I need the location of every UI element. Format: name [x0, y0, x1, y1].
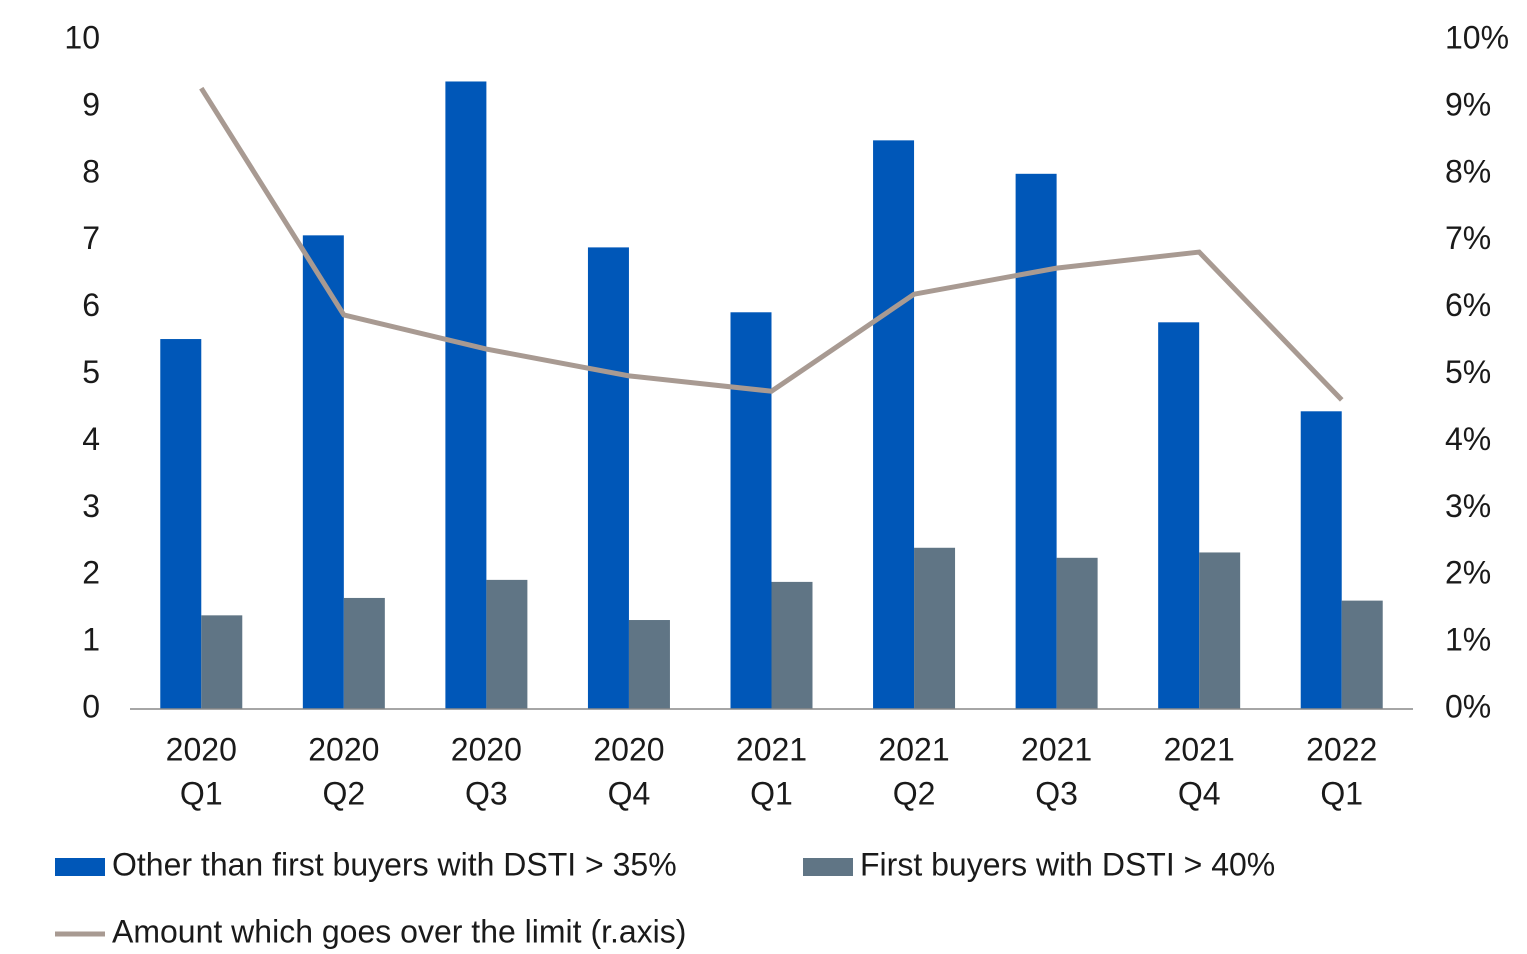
- y-tick-label: 3: [82, 488, 100, 524]
- bar: [1015, 173, 1057, 710]
- bar: [587, 247, 629, 709]
- x-tick-label: Q1: [1320, 775, 1363, 811]
- x-tick-label: Q2: [893, 775, 936, 811]
- x-tick-label: Q4: [608, 775, 651, 811]
- bar: [914, 547, 956, 709]
- bar: [771, 581, 813, 709]
- y-tick-label: 9: [82, 86, 100, 122]
- y-tick-label: 1: [82, 622, 100, 658]
- y2-tick-label: 4%: [1445, 421, 1491, 457]
- bar: [628, 620, 670, 709]
- x-tick-label: 2020: [308, 731, 379, 767]
- legend-swatch: [55, 858, 105, 876]
- y-tick-label: 0: [82, 688, 100, 724]
- x-tick-label: Q3: [1035, 775, 1078, 811]
- bar: [486, 579, 528, 709]
- y-tick-label: 2: [82, 555, 100, 591]
- x-tick-label: Q2: [322, 775, 365, 811]
- x-tick-label: 2021: [878, 731, 949, 767]
- y2-tick-label: 3%: [1445, 488, 1491, 524]
- y2-tick-label: 1%: [1445, 622, 1491, 658]
- bar: [1158, 322, 1200, 709]
- legend-label: First buyers with DSTI > 40%: [860, 846, 1275, 882]
- bar: [730, 312, 772, 709]
- x-tick-label: 2020: [166, 731, 237, 767]
- bar: [1199, 552, 1241, 709]
- y2-tick-label: 8%: [1445, 153, 1491, 189]
- x-tick-label: 2020: [593, 731, 664, 767]
- y2-tick-label: 0%: [1445, 688, 1491, 724]
- x-tick-label: Q1: [180, 775, 223, 811]
- y2-tick-label: 6%: [1445, 287, 1491, 323]
- x-tick-label: Q4: [1178, 775, 1221, 811]
- y2-tick-label: 5%: [1445, 354, 1491, 390]
- x-tick-label: Q1: [750, 775, 793, 811]
- y2-tick-label: 10%: [1445, 19, 1509, 55]
- x-tick-label: Q3: [465, 775, 508, 811]
- line: [199, 86, 1344, 402]
- y-tick-label: 10: [64, 19, 100, 55]
- bar: [1341, 600, 1383, 709]
- y2-tick-label: 2%: [1445, 555, 1491, 591]
- y2-tick-label: 9%: [1445, 86, 1491, 122]
- y2-tick-label: 7%: [1445, 220, 1491, 256]
- x-tick-label: 2021: [1164, 731, 1235, 767]
- bar: [201, 615, 243, 709]
- x-tick-label: 2022: [1306, 731, 1377, 767]
- legend-swatch: [803, 858, 853, 876]
- y-tick-label: 5: [82, 354, 100, 390]
- bar: [1300, 411, 1342, 709]
- bar: [445, 81, 487, 709]
- bar: [343, 597, 385, 709]
- y-tick-label: 8: [82, 153, 100, 189]
- bar: [873, 140, 915, 710]
- y-tick-label: 4: [82, 421, 100, 457]
- bar: [160, 339, 202, 709]
- bar: [1056, 557, 1098, 709]
- bar: [302, 235, 344, 709]
- x-tick-label: 2021: [736, 731, 807, 767]
- legend-label: Amount which goes over the limit (r.axis…: [112, 913, 686, 949]
- y-tick-label: 7: [82, 220, 100, 256]
- y-tick-label: 6: [82, 287, 100, 323]
- legend-label: Other than first buyers with DSTI > 35%: [112, 846, 677, 882]
- x-tick-label: 2020: [451, 731, 522, 767]
- x-tick-label: 2021: [1021, 731, 1092, 767]
